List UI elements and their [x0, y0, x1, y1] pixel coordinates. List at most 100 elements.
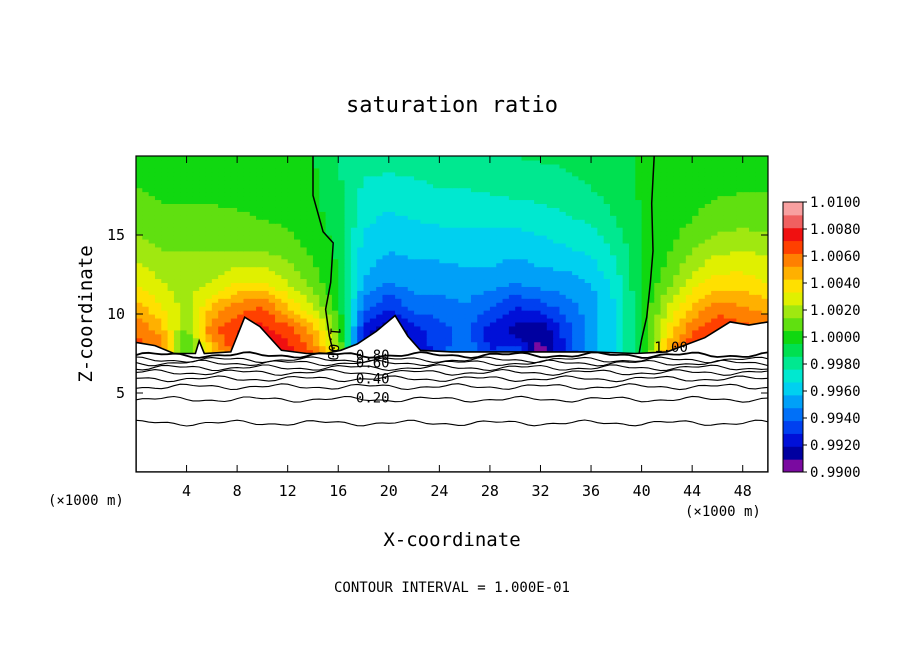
field-cell [761, 302, 768, 307]
field-cell [331, 215, 339, 220]
field-cell [256, 321, 263, 327]
field-cell [287, 345, 295, 351]
field-cell [679, 302, 687, 307]
field-cell [692, 238, 700, 244]
field-cell [470, 171, 478, 177]
field-cell [584, 242, 592, 248]
field-cell [534, 167, 542, 173]
field-cell [452, 183, 459, 189]
field-cell [647, 183, 655, 189]
field-cell [331, 231, 339, 236]
field-cell [635, 270, 643, 276]
field-cell [249, 187, 257, 193]
field-cell [742, 242, 750, 248]
field-cell [717, 235, 725, 240]
field-cell [268, 238, 276, 244]
field-cell [211, 278, 219, 283]
field-cell [161, 321, 169, 327]
field-cell [407, 163, 415, 169]
field-cell [426, 242, 434, 248]
field-cell [439, 282, 447, 287]
field-cell [426, 270, 434, 276]
field-cell [723, 242, 731, 248]
field-cell [161, 231, 169, 236]
field-cell [142, 254, 150, 260]
field-cell [331, 286, 339, 291]
field-cell [483, 179, 491, 185]
field-cell [679, 258, 687, 264]
field-cell [420, 325, 428, 331]
field-cell [458, 314, 466, 319]
field-cell [350, 207, 358, 212]
field-cell [350, 306, 358, 311]
field-cell [357, 227, 365, 232]
field-cell [300, 254, 308, 260]
field-cell [761, 227, 768, 232]
field-cell [312, 349, 320, 355]
field-cell [319, 262, 327, 268]
field-cell [641, 179, 649, 185]
field-cell [306, 286, 314, 291]
field-cell [464, 175, 472, 181]
field-cell [376, 274, 384, 280]
field-cell [186, 294, 194, 299]
field-cell [237, 317, 245, 323]
field-cell [211, 294, 219, 299]
field-cell [420, 207, 428, 212]
field-cell [527, 195, 535, 201]
field-cell [211, 282, 219, 287]
field-cell [376, 258, 384, 264]
field-cell [180, 290, 188, 295]
field-cell [249, 254, 257, 260]
field-cell [635, 310, 643, 315]
field-cell [300, 207, 308, 212]
field-cell [173, 317, 181, 323]
field-cell [572, 250, 579, 256]
field-cell [673, 258, 681, 264]
field-cell [496, 333, 504, 339]
field-cell [508, 195, 516, 201]
field-cell [180, 246, 188, 252]
field-cell [546, 219, 554, 224]
field-cell [300, 203, 308, 208]
field-cell [572, 179, 579, 185]
field-cell [464, 223, 472, 228]
field-cell [622, 211, 630, 216]
field-cell [666, 310, 674, 315]
field-cell [363, 246, 371, 252]
field-cell [527, 246, 535, 252]
field-cell [173, 183, 181, 189]
field-cell [211, 235, 219, 240]
field-cell [723, 274, 731, 280]
field-cell [483, 238, 491, 244]
field-cell [319, 246, 327, 252]
field-cell [565, 310, 573, 315]
field-cell [572, 167, 579, 173]
field-cell [388, 294, 396, 299]
field-cell [723, 306, 731, 311]
field-cell [154, 179, 162, 185]
field-cell [350, 215, 358, 220]
field-cell [628, 282, 636, 287]
field-cell [256, 242, 263, 248]
field-cell [167, 163, 175, 169]
field-cell [730, 219, 737, 224]
field-cell [496, 183, 504, 189]
field-cell [673, 242, 681, 248]
field-cell [673, 223, 681, 228]
field-cell [610, 231, 617, 236]
field-cell [698, 203, 706, 208]
field-cell [628, 171, 636, 177]
field-cell [401, 254, 409, 260]
field-cell [692, 325, 700, 331]
field-cell [546, 314, 554, 319]
field-cell [325, 215, 333, 220]
field-cell [553, 167, 561, 173]
field-cell [755, 274, 763, 280]
field-cell [161, 211, 169, 216]
field-cell [148, 341, 156, 347]
field-cell [350, 286, 358, 291]
field-cell [325, 203, 333, 208]
field-cell [496, 171, 504, 177]
field-cell [553, 195, 561, 201]
